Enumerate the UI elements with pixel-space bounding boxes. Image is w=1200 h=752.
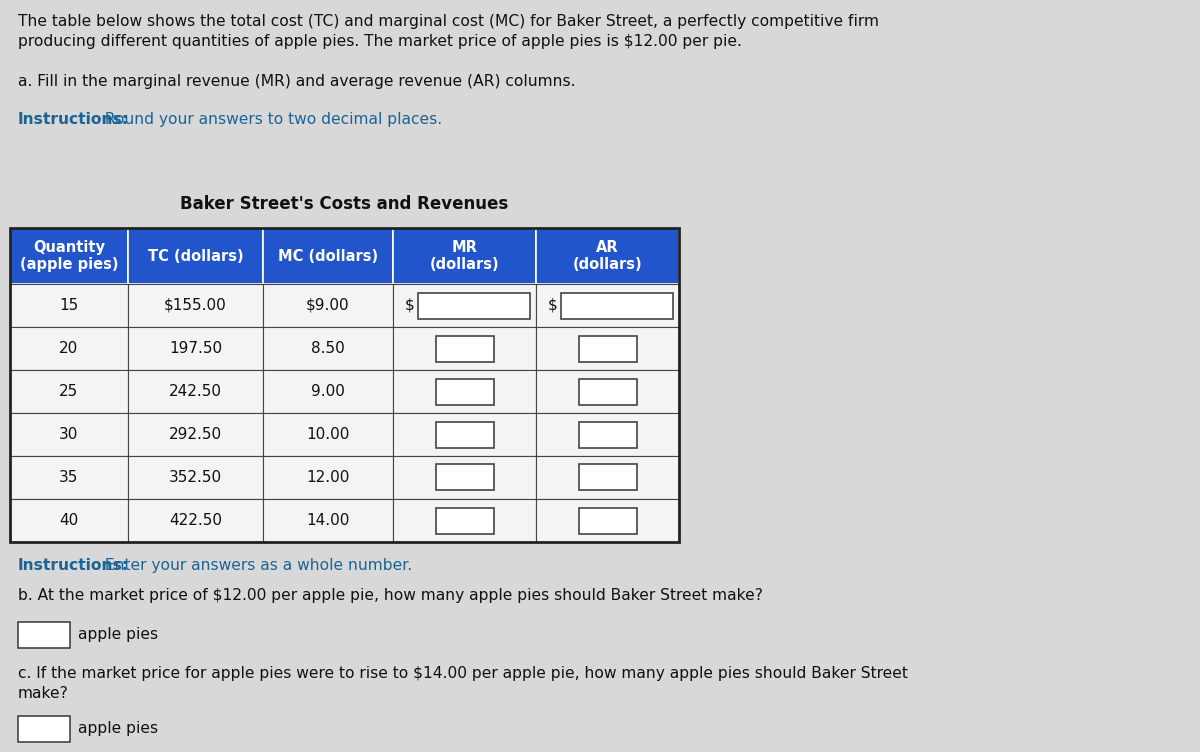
Text: 12.00: 12.00 — [306, 470, 349, 485]
Text: MC (dollars): MC (dollars) — [278, 248, 378, 263]
Text: 242.50: 242.50 — [169, 384, 222, 399]
Text: 14.00: 14.00 — [306, 513, 349, 528]
Text: Instructions:: Instructions: — [18, 112, 130, 127]
Text: AR
(dollars): AR (dollars) — [572, 240, 642, 272]
Text: apple pies: apple pies — [78, 721, 158, 736]
Text: TC (dollars): TC (dollars) — [148, 248, 244, 263]
Text: Instructions:: Instructions: — [18, 558, 130, 573]
Text: 20: 20 — [59, 341, 79, 356]
Text: MR
(dollars): MR (dollars) — [430, 240, 499, 272]
Text: 292.50: 292.50 — [169, 427, 222, 442]
Text: 35: 35 — [59, 470, 79, 485]
Text: 10.00: 10.00 — [306, 427, 349, 442]
Text: c. If the market price for apple pies were to rise to $14.00 per apple pie, how : c. If the market price for apple pies we… — [18, 666, 908, 701]
Text: $9.00: $9.00 — [306, 298, 350, 313]
Text: Baker Street's Costs and Revenues: Baker Street's Costs and Revenues — [180, 195, 509, 213]
Text: 15: 15 — [59, 298, 79, 313]
Text: 8.50: 8.50 — [311, 341, 344, 356]
Text: 40: 40 — [59, 513, 79, 528]
Text: 422.50: 422.50 — [169, 513, 222, 528]
Text: 197.50: 197.50 — [169, 341, 222, 356]
Text: 9.00: 9.00 — [311, 384, 344, 399]
Text: $: $ — [406, 298, 415, 313]
Text: 30: 30 — [59, 427, 79, 442]
Text: Round your answers to two decimal places.: Round your answers to two decimal places… — [100, 112, 442, 127]
Text: Enter your answers as a whole number.: Enter your answers as a whole number. — [100, 558, 412, 573]
Text: 25: 25 — [59, 384, 79, 399]
Text: apple pies: apple pies — [78, 627, 158, 642]
Text: The table below shows the total cost (TC) and marginal cost (MC) for Baker Stree: The table below shows the total cost (TC… — [18, 14, 878, 49]
Text: a. Fill in the marginal revenue (MR) and average revenue (AR) columns.: a. Fill in the marginal revenue (MR) and… — [18, 74, 576, 89]
Text: $155.00: $155.00 — [164, 298, 227, 313]
Text: $: $ — [548, 298, 558, 313]
Text: 352.50: 352.50 — [169, 470, 222, 485]
Text: Quantity
(apple pies): Quantity (apple pies) — [19, 240, 119, 272]
Text: b. At the market price of $12.00 per apple pie, how many apple pies should Baker: b. At the market price of $12.00 per app… — [18, 588, 763, 603]
